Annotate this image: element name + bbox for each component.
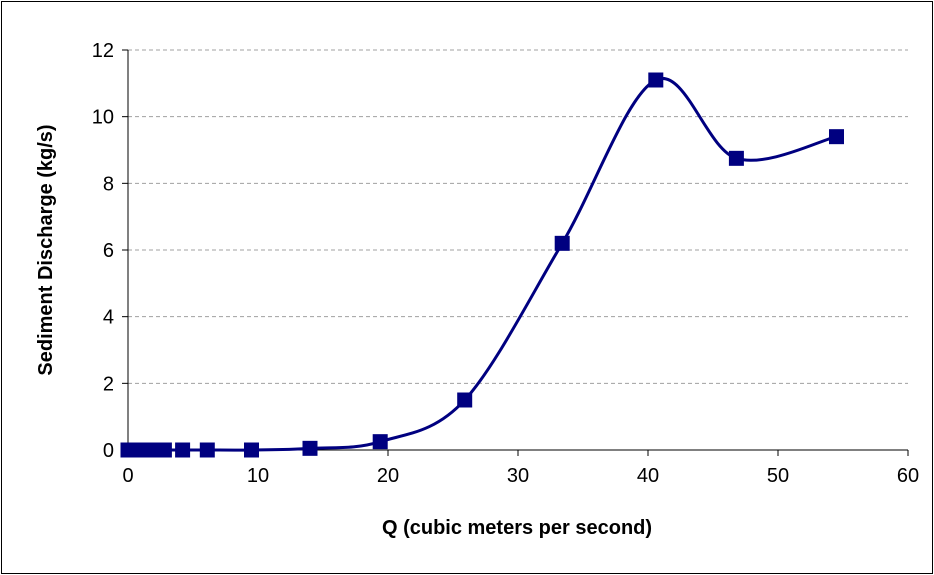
y-tick-label: 0 (103, 440, 114, 462)
data-point-marker (554, 235, 570, 251)
data-point-marker (372, 434, 388, 450)
x-tick-label: 20 (377, 465, 399, 487)
y-tick-label: 2 (103, 373, 114, 395)
y-tick-label: 6 (103, 240, 114, 262)
y-axis-title: Sediment Discharge (kg/s) (35, 124, 57, 375)
series-line (127, 76, 837, 452)
axes: 0 2 4 6 8 10 12 0 10 20 30 40 50 60 (92, 40, 919, 487)
x-tick-label: 50 (767, 465, 789, 487)
data-point-marker (648, 72, 664, 88)
data-point-marker (728, 150, 744, 166)
y-tick-label: 8 (103, 173, 114, 195)
y-tick-label: 12 (92, 40, 114, 62)
data-point-marker (175, 442, 191, 458)
data-point-marker (302, 440, 318, 456)
data-point-marker (199, 442, 215, 458)
x-tick-label: 10 (247, 465, 269, 487)
data-point-marker (244, 442, 259, 458)
data-point-marker (457, 392, 473, 408)
y-tick-label: 4 (103, 307, 114, 329)
x-axis-title: Q (cubic meters per second) (382, 517, 652, 539)
y-tick-label: 10 (92, 107, 114, 129)
data-point-marker (156, 442, 172, 458)
x-tick-label: 0 (122, 465, 133, 487)
gridlines (128, 49, 908, 384)
data-point-marker (829, 129, 844, 145)
x-tick-label: 40 (637, 465, 659, 487)
x-tick-label: 60 (897, 465, 919, 487)
x-tick-label: 30 (507, 465, 529, 487)
series-layer (120, 72, 844, 458)
